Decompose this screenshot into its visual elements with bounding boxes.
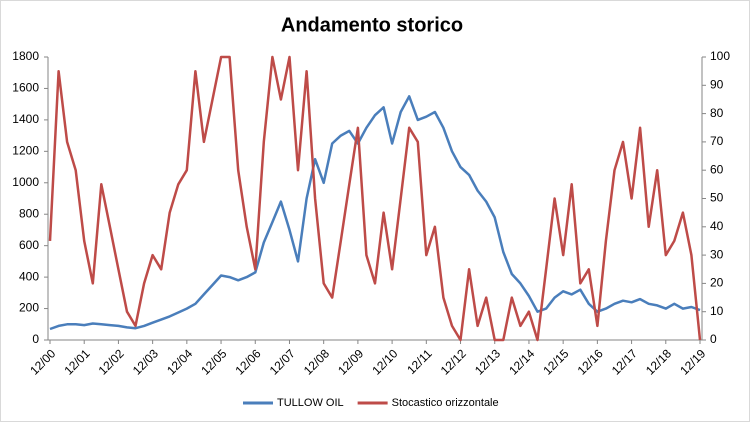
y-tick-label: 800 (19, 206, 39, 220)
y2-tick-label: 20 (710, 276, 724, 290)
y-tick-label: 400 (19, 269, 39, 283)
series-line (48, 55, 702, 342)
y-tick-label: 1800 (12, 49, 39, 63)
y-tick-label: 200 (19, 301, 39, 315)
y2-tick-label: 70 (710, 134, 724, 148)
y2-tick-label: 80 (710, 106, 724, 120)
y2-tick-label: 60 (710, 162, 724, 176)
y2-tick-label: 0 (710, 332, 717, 346)
legend-label: Stocastico orizzontale (392, 397, 499, 409)
chart-title: Andamento storico (281, 14, 463, 36)
y-tick-label: 600 (19, 238, 39, 252)
y2-tick-label: 50 (710, 191, 724, 205)
y-tick-label: 1200 (12, 144, 39, 158)
series-line (49, 95, 701, 331)
y2-tick-label: 40 (710, 219, 724, 233)
y2-tick-label: 10 (710, 304, 724, 318)
y-tick-label: 0 (32, 332, 39, 346)
y2-tick-label: 30 (710, 247, 724, 261)
y2-tick-label: 90 (710, 77, 724, 91)
y-tick-label: 1000 (12, 175, 39, 189)
legend-label: TULLOW OIL (277, 397, 344, 409)
y-tick-label: 1400 (12, 112, 39, 126)
y-tick-label: 1600 (12, 81, 39, 95)
y2-tick-label: 100 (710, 49, 730, 63)
